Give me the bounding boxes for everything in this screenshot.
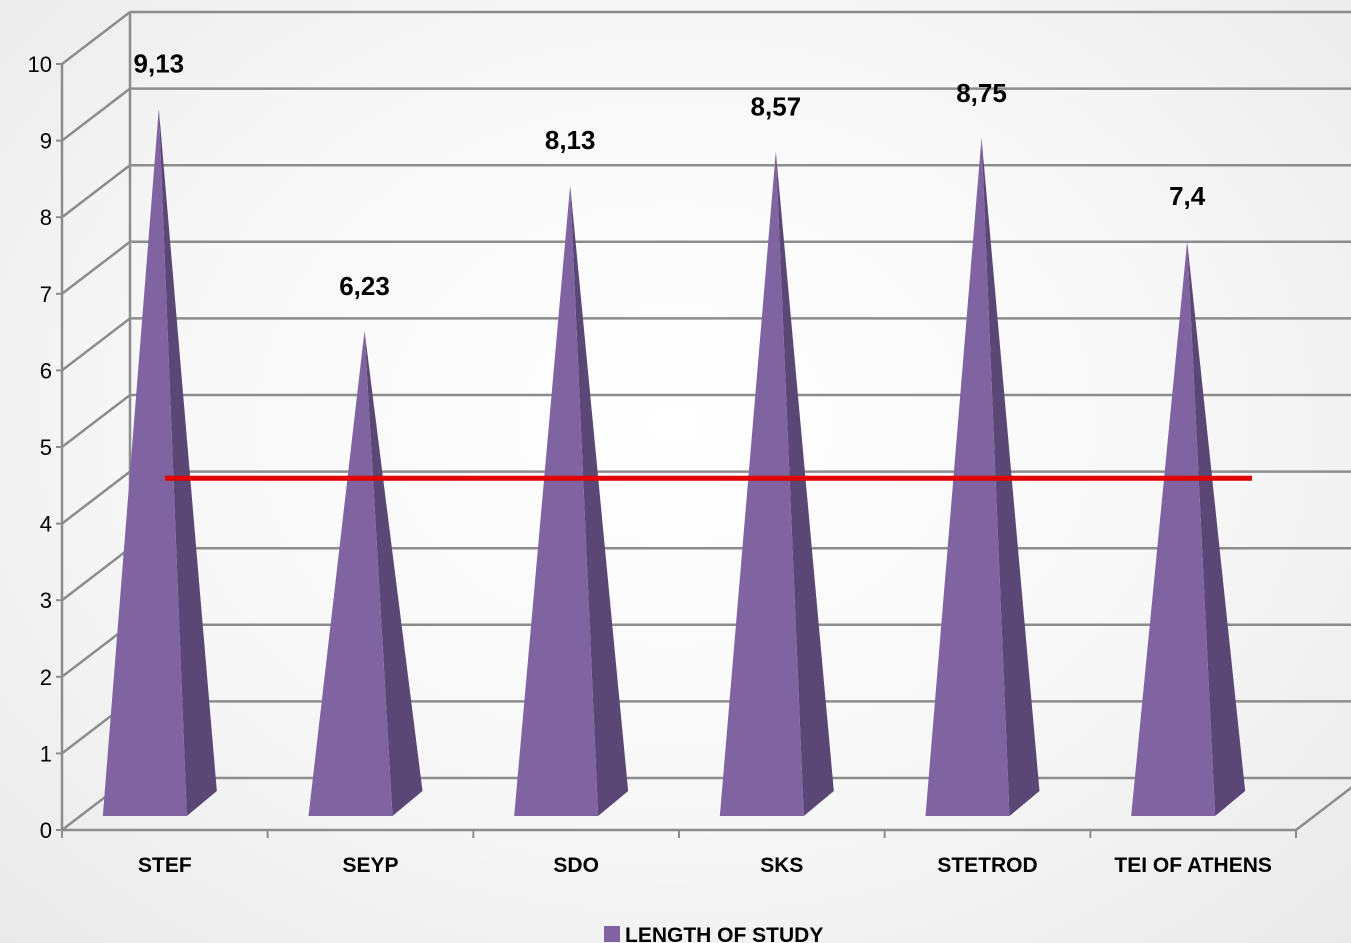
y-tick-label: 6 xyxy=(40,358,52,383)
pyramid-bar xyxy=(1131,241,1216,816)
axis-layer xyxy=(56,63,1351,838)
pyramid-bar xyxy=(308,330,393,816)
legend-swatch xyxy=(604,926,620,942)
x-category-label: SKS xyxy=(760,854,803,877)
data-label: 9,13 xyxy=(134,49,185,79)
y-tick-label: 9 xyxy=(40,129,52,154)
legend-label: LENGTH OF STUDY xyxy=(625,924,823,943)
data-label: 8,57 xyxy=(751,92,802,122)
y-tick-label: 10 xyxy=(28,52,52,77)
gridline-depth xyxy=(61,240,131,295)
floor-right-edge xyxy=(1295,786,1351,831)
y-tick-label: 8 xyxy=(40,205,52,230)
gridline-depth xyxy=(61,87,131,142)
data-label: 8,13 xyxy=(545,125,596,155)
gridline-depth xyxy=(61,470,131,525)
gridline-depth xyxy=(61,164,131,219)
pyramid-bar xyxy=(719,151,804,817)
pyramid-bar-side xyxy=(775,151,834,817)
bars-layer xyxy=(102,108,1246,817)
pyramid-bar-side xyxy=(1187,241,1246,816)
x-category-label: TEI OF ATHENS xyxy=(1114,854,1272,877)
y-tick-label: 5 xyxy=(40,435,52,460)
gridline-depth xyxy=(61,317,131,372)
data-label: 8,75 xyxy=(956,78,1007,108)
x-category-label: STEF xyxy=(138,854,192,877)
data-label: 6,23 xyxy=(339,271,390,301)
pyramid-bar-side xyxy=(570,185,629,816)
y-tick-label: 2 xyxy=(40,665,52,690)
y-tick-label: 1 xyxy=(40,741,52,766)
legend: LENGTH OF STUDY xyxy=(604,924,823,943)
pyramid-bar xyxy=(102,108,187,817)
gridline-depth xyxy=(61,11,131,65)
x-category-label: SEYP xyxy=(342,854,398,877)
gridline-depth xyxy=(61,547,131,602)
pyramid-bar-side xyxy=(364,330,423,816)
y-tick-label: 7 xyxy=(40,282,52,307)
pyramid-bar xyxy=(514,185,599,816)
x-category-label: STETROD xyxy=(937,854,1037,877)
labels-layer: 0 1 2 3 4 5 6 7 8 9 10 STEF SEYP SDO SKS STETROD TEI OF … xyxy=(28,49,1272,877)
gridline-depth xyxy=(61,394,131,448)
data-label: 7,4 xyxy=(1169,181,1206,211)
y-tick-label: 0 xyxy=(40,818,52,843)
y-tick-label: 3 xyxy=(40,588,52,613)
y-tick-label: 4 xyxy=(40,512,52,537)
pyramid-bar-side xyxy=(158,108,217,817)
x-category-label: SDO xyxy=(553,854,599,877)
